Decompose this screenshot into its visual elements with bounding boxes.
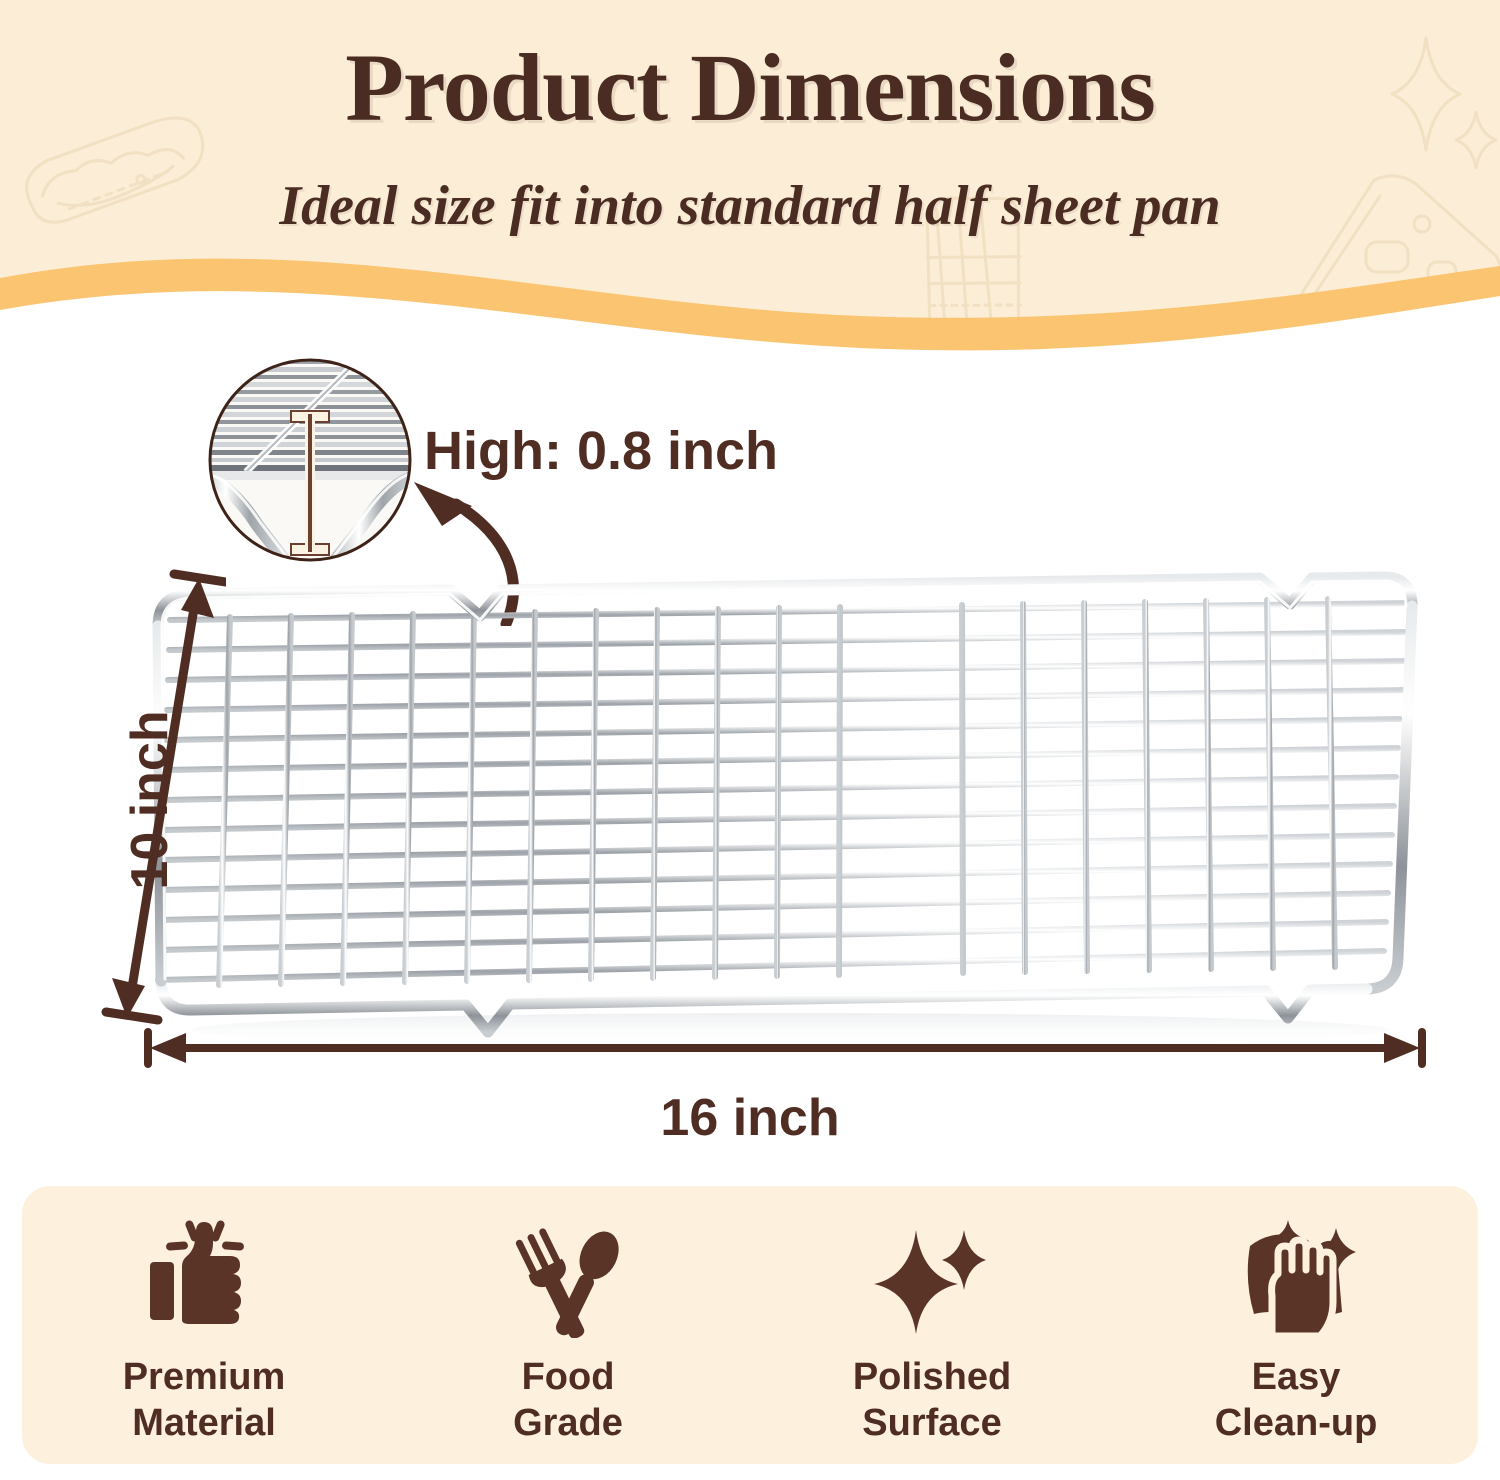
sparkle-stars-icon [857, 1208, 1007, 1348]
height-dimension-label: 10 inch [121, 710, 179, 890]
feature-label: Easy Clean-up [1214, 1356, 1378, 1444]
width-dimension-label: 16 inch [660, 1089, 840, 1147]
double-headed-arrow-horizontal [144, 1028, 1426, 1068]
page-title: Product Dimensions [345, 34, 1156, 141]
callout-detail-circle [208, 358, 412, 562]
callout-height-label: High: 0.8 inch [424, 421, 779, 481]
wire-cooling-rack-illustration [152, 571, 1418, 1047]
feature-label: Food Grade [513, 1356, 623, 1444]
curved-arrow-icon [414, 482, 519, 626]
feature-label: Premium Material [122, 1356, 286, 1444]
feature-easy-cleanup: Easy Clean-up [1114, 1186, 1478, 1464]
page-subtitle: Ideal size fit into standard half sheet … [279, 175, 1221, 237]
fork-and-spoon-icon [493, 1208, 643, 1348]
feature-premium-material: Premium Material [22, 1186, 386, 1464]
double-headed-arrow-vertical [101, 569, 226, 1025]
feature-polished-surface: Polished Surface [750, 1186, 1114, 1464]
wave-divider [0, 258, 1500, 358]
feature-label: Polished Surface [852, 1356, 1012, 1444]
wiping-hand-cloth-icon [1221, 1208, 1371, 1348]
feature-food-grade: Food Grade [386, 1186, 750, 1464]
feature-highlights-panel: Premium Material [22, 1186, 1478, 1464]
thumbs-up-icon [129, 1208, 279, 1348]
